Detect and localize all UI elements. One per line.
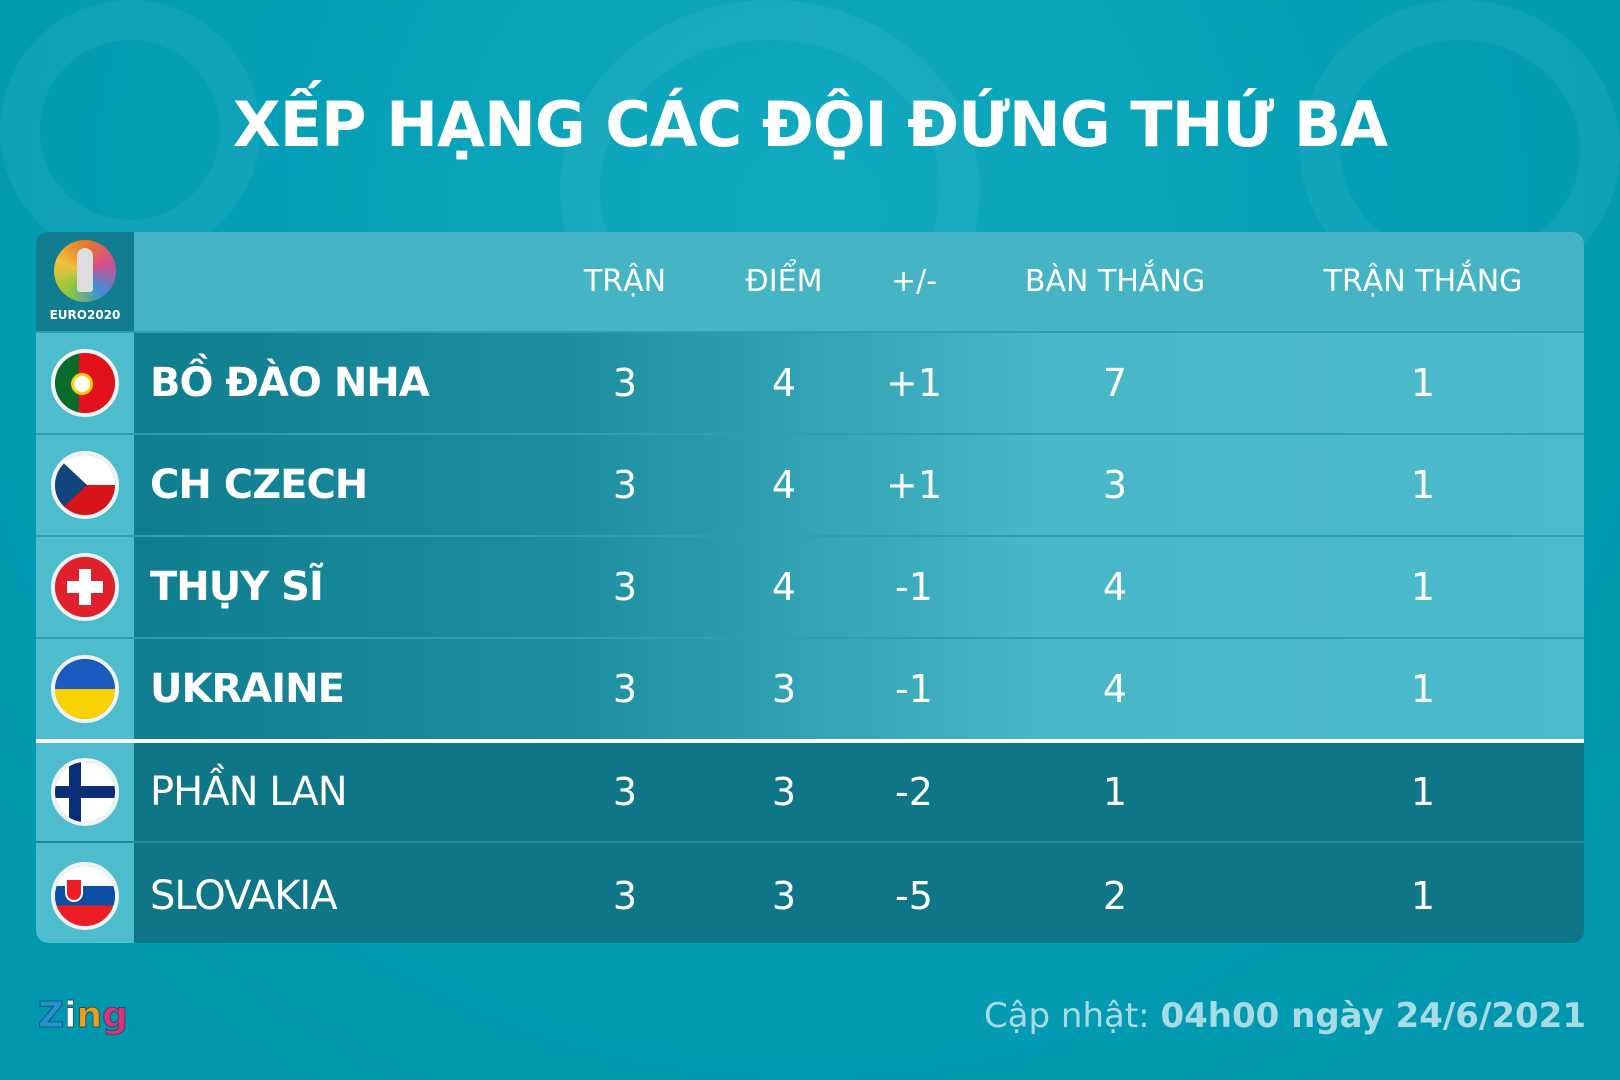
cell-points: 4 <box>771 361 797 405</box>
table-row: UKRAINE 3 3 -1 4 1 <box>36 637 1584 739</box>
flag-cell <box>36 743 134 841</box>
switzerland-flag-icon <box>51 553 119 621</box>
cell-goals: 4 <box>1102 565 1128 609</box>
logo-text: EURO2020 <box>49 307 121 322</box>
update-value: 04h00 ngày 24/6/2021 <box>1160 996 1586 1036</box>
header-goals: BÀN THẮNG <box>1024 264 1206 299</box>
header-goal-difference: +/- <box>890 264 938 299</box>
cell-played: 3 <box>612 874 638 918</box>
zing-logo: Zing <box>38 995 129 1037</box>
header-points: ĐIỂM <box>745 264 823 299</box>
cell-played: 3 <box>612 667 638 711</box>
table-header: EURO2020 TRẬN ĐIỂM +/- BÀN THẮNG TRẬN TH… <box>36 232 1584 331</box>
standings-table: EURO2020 TRẬN ĐIỂM +/- BÀN THẮNG TRẬN TH… <box>36 232 1584 943</box>
finland-flag-icon <box>51 758 119 826</box>
team-name: CH CZECH <box>150 462 368 508</box>
cell-played: 3 <box>612 770 638 814</box>
cell-wins: 1 <box>1410 361 1436 405</box>
header-played: TRẬN <box>583 264 667 299</box>
cell-gd: +1 <box>885 463 943 507</box>
cell-gd: -1 <box>895 667 933 711</box>
cell-points: 3 <box>771 874 797 918</box>
cell-goals: 4 <box>1102 667 1128 711</box>
cell-points: 3 <box>771 667 797 711</box>
table-row: CH CZECH 3 4 +1 3 1 <box>36 433 1584 535</box>
euro2020-logo: EURO2020 <box>36 232 134 331</box>
cell-points: 4 <box>771 463 797 507</box>
cell-wins: 1 <box>1410 463 1436 507</box>
cell-points: 3 <box>771 770 797 814</box>
ukraine-flag-icon <box>51 655 119 723</box>
team-name: UKRAINE <box>150 666 345 712</box>
flag-cell <box>36 843 134 943</box>
flag-cell <box>36 537 134 637</box>
team-name: SLOVAKIA <box>150 873 338 919</box>
czech-flag-icon <box>51 451 119 519</box>
cell-wins: 1 <box>1410 565 1436 609</box>
cell-goals: 2 <box>1102 874 1128 918</box>
page-title: XẾP HẠNG CÁC ĐỘI ĐỨNG THỨ BA <box>232 88 1388 161</box>
team-name: THỤY SĨ <box>150 564 324 610</box>
header-wins: TRẬN THẮNG <box>1323 264 1523 299</box>
portugal-flag-icon <box>51 349 119 417</box>
cell-gd: +1 <box>885 361 943 405</box>
trophy-icon <box>77 247 93 292</box>
cell-played: 3 <box>612 361 638 405</box>
team-name: PHẦN LAN <box>150 769 348 815</box>
cell-goals: 1 <box>1102 770 1128 814</box>
cell-played: 3 <box>612 463 638 507</box>
table-row: SLOVAKIA 3 3 -5 2 1 <box>36 841 1584 943</box>
update-timestamp: Cập nhật: 04h00 ngày 24/6/2021 <box>984 996 1586 1036</box>
table-row: THỤY SĨ 3 4 -1 4 1 <box>36 535 1584 637</box>
table-row: PHẦN LAN 3 3 -2 1 1 <box>36 739 1584 841</box>
cell-gd: -2 <box>895 770 933 814</box>
update-label: Cập nhật: <box>983 996 1150 1036</box>
cell-wins: 1 <box>1410 770 1436 814</box>
cell-wins: 1 <box>1410 874 1436 918</box>
cell-points: 4 <box>771 565 797 609</box>
cell-goals: 3 <box>1102 463 1128 507</box>
flag-cell <box>36 333 134 433</box>
cell-gd: -5 <box>895 874 933 918</box>
table-row: BỒ ĐÀO NHA 3 4 +1 7 1 <box>36 331 1584 433</box>
cell-wins: 1 <box>1410 667 1436 711</box>
flag-cell <box>36 639 134 739</box>
team-name: BỒ ĐÀO NHA <box>150 360 430 406</box>
cell-gd: -1 <box>895 565 933 609</box>
cell-played: 3 <box>612 565 638 609</box>
cell-goals: 7 <box>1102 361 1128 405</box>
flag-cell <box>36 435 134 535</box>
slovakia-flag-icon <box>51 862 119 930</box>
